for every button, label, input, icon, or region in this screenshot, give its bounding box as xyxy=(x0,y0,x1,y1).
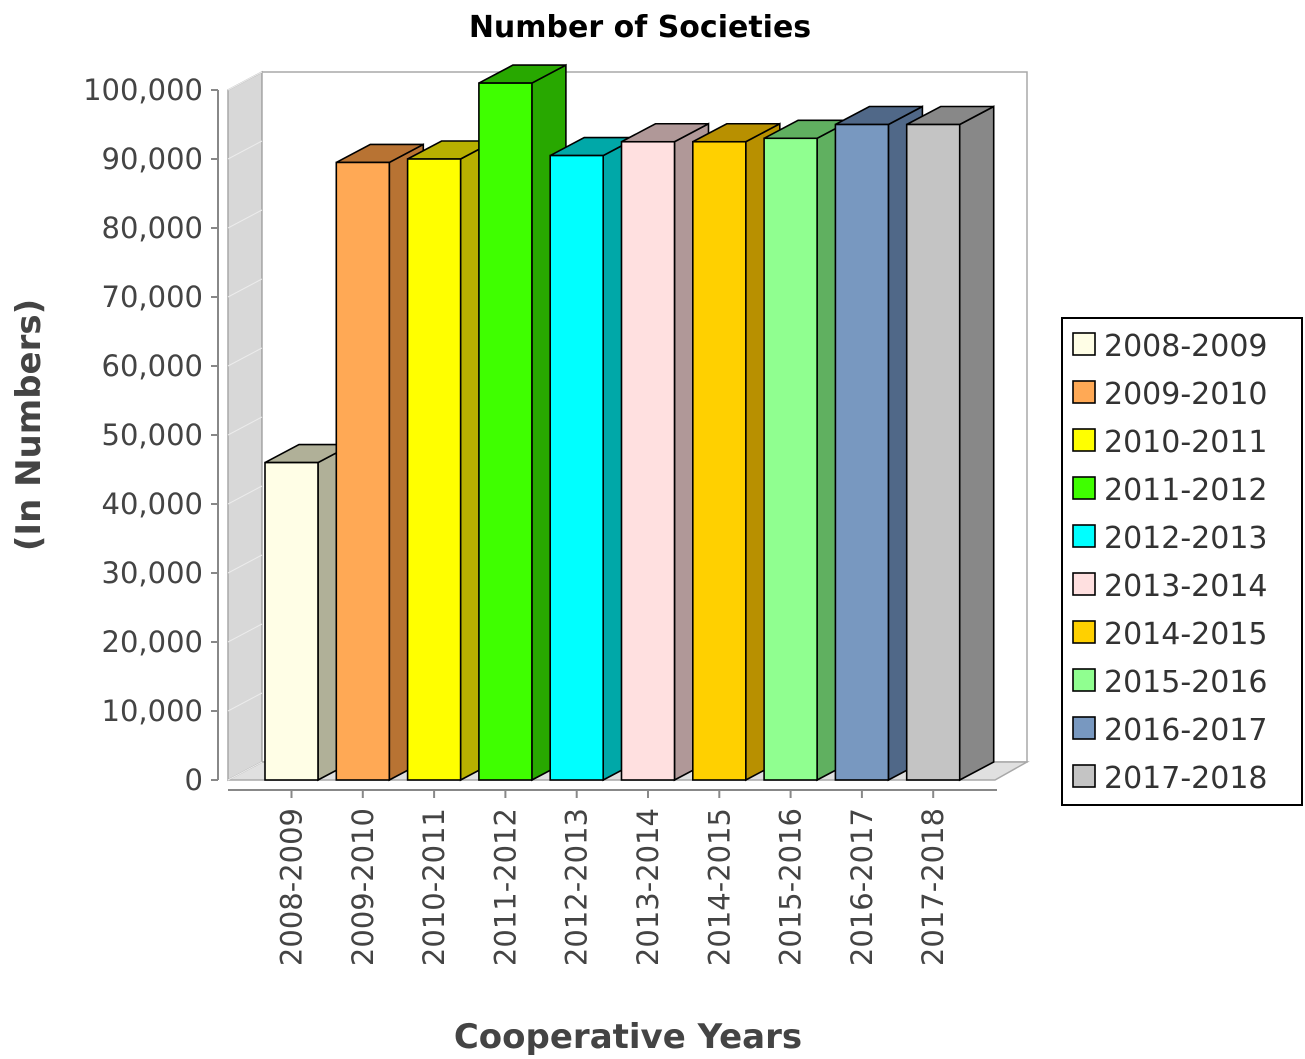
legend-label: 2010-2011 xyxy=(1104,425,1268,460)
bar-front xyxy=(549,154,605,781)
x-tick-label: 2009-2010 xyxy=(346,808,380,966)
bar xyxy=(905,105,995,782)
legend-item: 2015-2016 xyxy=(1072,665,1268,700)
gridline xyxy=(227,71,263,91)
bar-side xyxy=(958,105,995,782)
legend-label: 2008-2009 xyxy=(1104,329,1268,364)
bar-front xyxy=(763,137,818,781)
y-tick-label: 80,000 xyxy=(102,211,203,245)
bar-front xyxy=(905,123,961,781)
bar xyxy=(335,143,425,782)
legend-label: 2014-2015 xyxy=(1104,617,1268,652)
bar-front xyxy=(691,140,747,781)
legend: 2008-2009 2009-2010 2010-2011 2011-2012 2012… xyxy=(1061,317,1303,806)
x-tick-label: 2016-2017 xyxy=(845,808,879,966)
y-tick-label: 90,000 xyxy=(102,142,203,176)
y-tick-label: 30,000 xyxy=(102,556,203,590)
x-tick-label: 2017-2018 xyxy=(916,808,950,966)
bar-front xyxy=(478,82,533,781)
x-tick-label: 2014-2015 xyxy=(702,808,736,966)
gridline xyxy=(227,623,263,643)
y-tick-label: 70,000 xyxy=(102,280,203,314)
legend-swatch xyxy=(1072,476,1096,500)
y-tick-label: 20,000 xyxy=(102,625,203,659)
legend-item: 2014-2015 xyxy=(1072,617,1268,652)
legend-swatch xyxy=(1072,428,1096,452)
legend-label: 2011-2012 xyxy=(1104,473,1268,508)
legend-label: 2016-2017 xyxy=(1104,713,1268,748)
y-tick-label: 40,000 xyxy=(102,487,203,521)
x-axis-label: Cooperative Years xyxy=(454,1017,802,1057)
gridline xyxy=(227,554,263,574)
legend-label: 2017-2018 xyxy=(1104,761,1268,796)
legend-label: 2012-2013 xyxy=(1104,521,1268,556)
legend-item: 2017-2018 xyxy=(1072,761,1268,796)
bar-front xyxy=(406,158,462,781)
legend-label: 2015-2016 xyxy=(1104,665,1268,700)
legend-item: 2008-2009 xyxy=(1072,329,1268,364)
bar xyxy=(406,139,496,782)
gridline xyxy=(227,761,263,781)
legend-label: 2013-2014 xyxy=(1104,569,1268,604)
legend-swatch xyxy=(1072,524,1096,548)
legend-item: 2012-2013 xyxy=(1072,521,1268,556)
legend-box xyxy=(1061,317,1303,806)
bar-front xyxy=(335,161,391,781)
legend-swatch xyxy=(1072,332,1096,356)
gridline xyxy=(227,692,263,712)
gridlines xyxy=(227,71,263,781)
y-tick-label: 0 xyxy=(185,763,203,797)
y-tick-label: 60,000 xyxy=(102,349,203,383)
legend-swatch xyxy=(1072,572,1096,596)
chart-title: Number of Societies xyxy=(469,10,811,45)
y-axis-ticks: 0 10,000 20,000 30,000 40,000 50,000 60,000 70,… xyxy=(83,73,218,797)
x-tick-label: 2012-2013 xyxy=(560,808,594,966)
y-tick-label: 50,000 xyxy=(102,418,203,452)
legend-item: 2016-2017 xyxy=(1072,713,1268,748)
y-axis-label: (In Numbers) xyxy=(9,299,49,551)
legend-swatch xyxy=(1072,668,1096,692)
bars xyxy=(264,63,995,782)
gridline xyxy=(227,347,263,367)
legend-item: 2009-2010 xyxy=(1072,377,1268,412)
legend-swatch xyxy=(1072,380,1096,404)
y-tick-label: 10,000 xyxy=(102,694,203,728)
gridline xyxy=(227,140,263,160)
x-tick-label: 2008-2009 xyxy=(275,808,309,966)
gridline xyxy=(227,209,263,229)
x-axis-ticks: 2008-2009 2009-2010 2010-2011 2011-2012 2012… xyxy=(275,790,950,966)
legend-item: 2010-2011 xyxy=(1072,425,1268,460)
legend-swatch xyxy=(1072,716,1096,740)
x-tick-label: 2013-2014 xyxy=(631,808,665,966)
gridline xyxy=(227,416,263,436)
gridline xyxy=(227,485,263,505)
legend-swatch xyxy=(1072,620,1096,644)
legend-swatch xyxy=(1072,764,1096,788)
legend-label: 2009-2010 xyxy=(1104,377,1268,412)
bar-front xyxy=(264,461,319,781)
bar-front xyxy=(834,123,890,781)
gridline xyxy=(227,278,263,298)
legend-item: 2011-2012 xyxy=(1072,473,1268,508)
x-tick-label: 2011-2012 xyxy=(488,808,522,966)
x-tick-label: 2015-2016 xyxy=(774,808,808,966)
x-tick-label: 2010-2011 xyxy=(417,808,451,966)
bar-front xyxy=(620,140,676,781)
legend-item: 2013-2014 xyxy=(1072,569,1268,604)
y-tick-label: 100,000 xyxy=(83,73,203,107)
